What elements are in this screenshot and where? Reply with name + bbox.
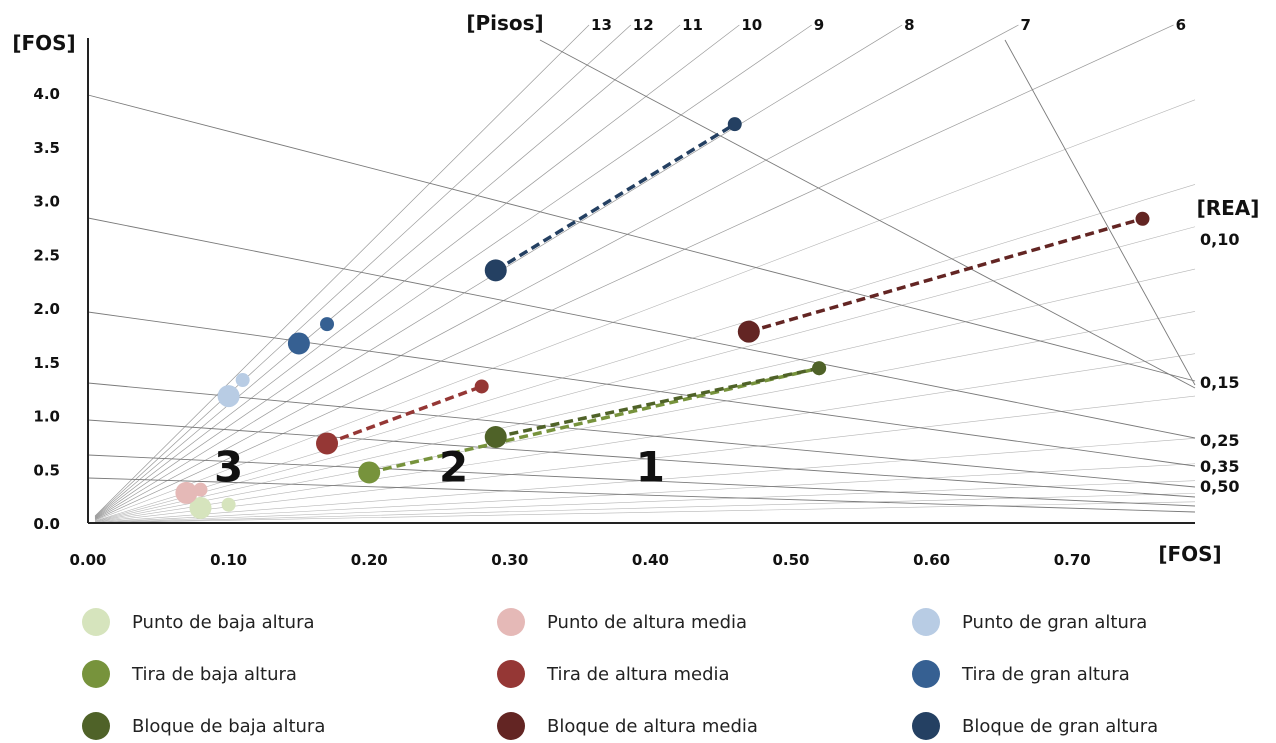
data-point xyxy=(175,481,198,504)
floor-line xyxy=(94,184,1196,522)
x-tick-label: 0.60 xyxy=(913,551,950,569)
floor-line xyxy=(94,24,590,517)
y-tick-label: 1.0 xyxy=(33,408,60,426)
floor-line xyxy=(94,24,681,518)
floor-label: 10 xyxy=(741,16,762,34)
rea-line xyxy=(87,477,1196,513)
tick-labels: 0.00 0.10 0.20 0.30 0.40 0.50 0.60 0.70 0.0 0.5 1.… xyxy=(12,31,1221,569)
data-point xyxy=(727,117,742,132)
y-tick-label: 0.5 xyxy=(33,461,60,479)
rea-line xyxy=(1004,39,1196,386)
y-tick-label: 1.5 xyxy=(33,354,60,372)
y-axis-label: [FOS] xyxy=(12,31,75,55)
data-point xyxy=(812,361,827,376)
rea-label: 0,50 xyxy=(1200,477,1239,496)
floor-label: 11 xyxy=(682,16,703,34)
floor-line xyxy=(94,311,1196,522)
floor-line xyxy=(94,24,740,518)
y-tick-label: 3.5 xyxy=(33,139,60,157)
floors-axis-label: [Pisos] xyxy=(466,11,543,35)
floor-line xyxy=(94,99,1196,521)
axes xyxy=(87,38,1195,524)
data-point xyxy=(358,461,381,484)
rea-line xyxy=(539,39,1196,389)
data-point xyxy=(474,379,489,394)
series-line xyxy=(494,122,736,272)
floor-label: 12 xyxy=(633,16,654,34)
floor-line xyxy=(94,353,1196,523)
data-point xyxy=(217,385,240,408)
y-tick-label: 0.0 xyxy=(33,515,60,533)
rea-lines: 0,10 0,15 0,25 0,350,50 [REA] xyxy=(87,39,1260,513)
rea-label: 0,10 xyxy=(1200,230,1239,249)
x-tick-label: 0.20 xyxy=(351,551,388,569)
series-layer xyxy=(175,117,1150,519)
rea-axis-label: [REA] xyxy=(1197,196,1260,220)
x-tick-label: 0.30 xyxy=(491,551,528,569)
floor-line xyxy=(95,493,1196,524)
floor-label: 7 xyxy=(1020,16,1030,34)
y-tick-label: 2.0 xyxy=(33,300,60,318)
data-point xyxy=(316,432,339,455)
zone-label: 2 xyxy=(439,443,468,492)
floor-line xyxy=(94,24,1019,520)
x-tick-label: 0.70 xyxy=(1054,551,1091,569)
series-line xyxy=(748,217,1143,334)
data-point xyxy=(1135,211,1150,226)
series-line xyxy=(326,384,483,446)
data-point xyxy=(287,332,310,355)
data-point xyxy=(484,259,507,282)
floor-line xyxy=(95,463,1196,523)
zone-label: 1 xyxy=(636,443,665,492)
rea-label: 0,25 xyxy=(1200,431,1239,450)
data-point xyxy=(737,320,760,343)
floor-line xyxy=(94,268,1196,522)
rea-line xyxy=(87,94,1196,382)
rea-line xyxy=(87,382,1196,488)
rea-line xyxy=(87,311,1196,467)
x-tick-label: 0.50 xyxy=(772,551,809,569)
data-point xyxy=(320,317,335,332)
floor-line xyxy=(94,226,1196,522)
floor-line xyxy=(94,24,812,519)
x-tick-label: 0.10 xyxy=(210,551,247,569)
x-axis-label: [FOS] xyxy=(1158,542,1221,566)
series-line xyxy=(368,366,820,475)
data-point xyxy=(235,373,250,388)
floor-line xyxy=(94,24,1174,521)
floor-line xyxy=(95,501,1196,524)
floor-line xyxy=(95,480,1196,524)
zone-label: 3 xyxy=(214,443,243,492)
labels-layer: 3 2 1 xyxy=(214,443,665,492)
rea-label: 0,15 xyxy=(1200,373,1239,392)
rea-line xyxy=(87,419,1196,498)
rea-label: 0,35 xyxy=(1200,457,1239,476)
x-tick-label: 0.40 xyxy=(632,551,669,569)
floor-label: 8 xyxy=(904,16,914,34)
data-point xyxy=(189,496,212,519)
rea-line xyxy=(87,217,1196,439)
x-tick-label: 0.00 xyxy=(69,551,106,569)
y-tick-label: 4.0 xyxy=(33,85,60,103)
data-point xyxy=(484,426,507,448)
rea-line xyxy=(87,454,1196,507)
y-tick-label: 3.0 xyxy=(33,193,60,211)
data-point xyxy=(221,497,236,512)
floor-label: 13 xyxy=(591,16,612,34)
series-line xyxy=(495,366,820,439)
floor-line xyxy=(94,24,632,517)
floor-label: 9 xyxy=(814,16,824,34)
data-point xyxy=(193,482,208,497)
floor-label: 6 xyxy=(1176,16,1186,34)
y-tick-label: 2.5 xyxy=(33,246,60,264)
